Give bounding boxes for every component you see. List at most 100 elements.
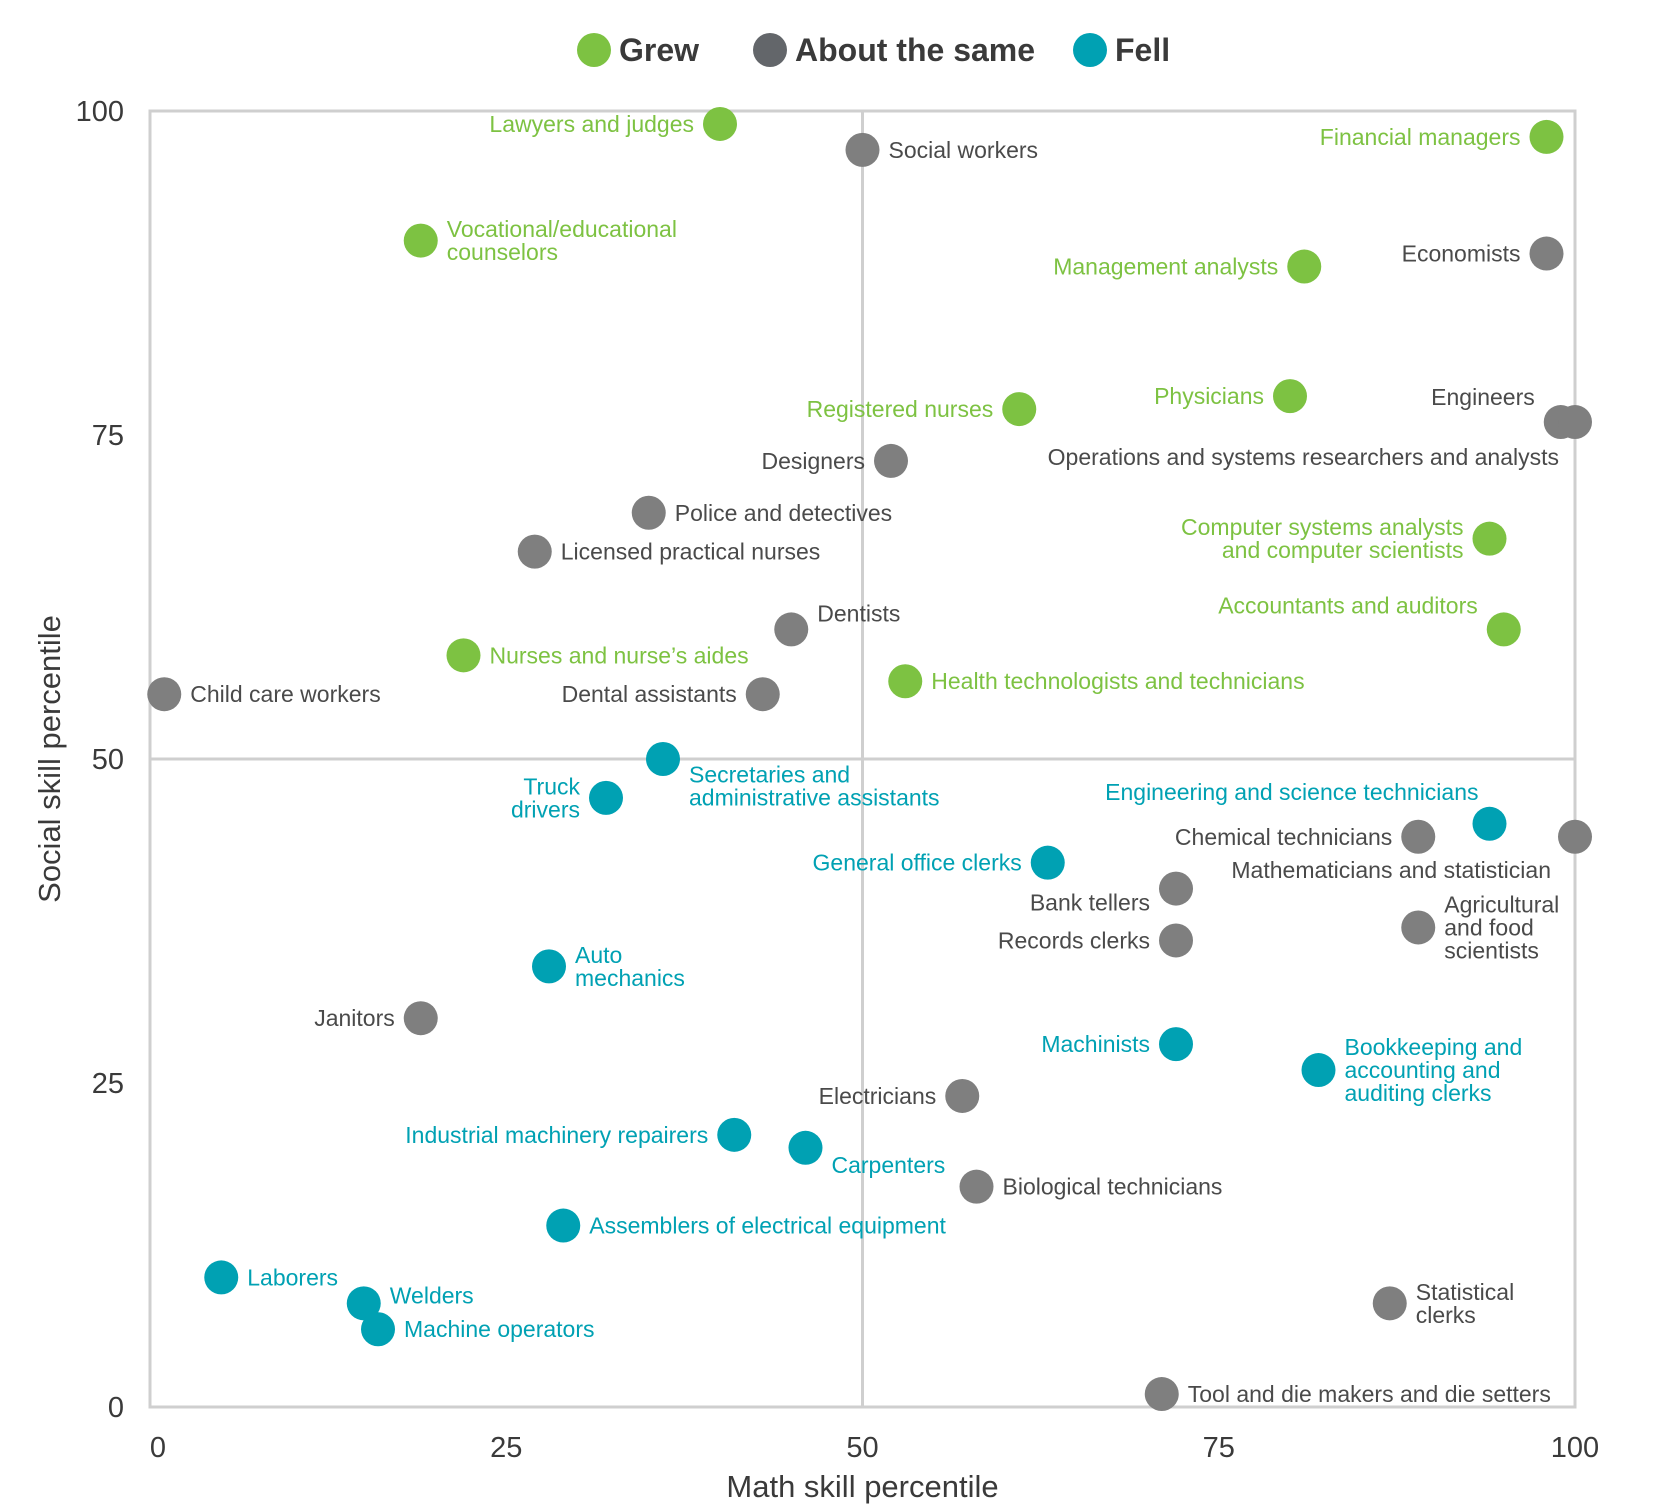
data-point: [1558, 405, 1592, 440]
legend-marker-grew: [577, 33, 611, 67]
point-label: Health technologists and technicians: [931, 668, 1304, 694]
data-point: [888, 664, 923, 699]
data-point: [546, 1208, 581, 1243]
legend-marker-fell: [1073, 33, 1107, 67]
data-point: [1273, 379, 1307, 414]
point-label: Police and detectives: [675, 500, 892, 526]
data-point: [1558, 819, 1592, 854]
point-label: Child care workers: [190, 681, 380, 707]
data-point: [1486, 612, 1521, 647]
point-label: Accountants and auditors: [1218, 592, 1478, 618]
point-label: Social workers: [889, 137, 1039, 163]
data-point: [1529, 119, 1564, 154]
data-point: [959, 1169, 994, 1204]
y-tick-label: 50: [92, 744, 124, 776]
point-label: Registered nurses: [807, 396, 994, 422]
point-label: Operations and systems researchers and a…: [1048, 444, 1559, 470]
point-label: Financial managers: [1320, 124, 1521, 150]
point-label: Physicians: [1154, 383, 1264, 409]
x-tick-label: 75: [1203, 1432, 1235, 1464]
data-point: [631, 495, 666, 530]
data-point: [1144, 1377, 1179, 1412]
point-label: Machine operators: [404, 1316, 595, 1342]
data-point: [517, 534, 552, 569]
point-label: Dentists: [817, 600, 900, 626]
point-label: Agricultural and food scientists: [1444, 891, 1559, 963]
data-point: [1002, 392, 1037, 427]
point-label: General office clerks: [813, 850, 1022, 876]
point-label: Carpenters: [832, 1152, 946, 1178]
data-point: [589, 780, 623, 815]
point-label: Economists: [1402, 241, 1521, 267]
data-point: [147, 677, 182, 712]
point-label: Machinists: [1041, 1031, 1150, 1057]
data-point: [1159, 923, 1193, 958]
point-label: Nurses and nurse’s aides: [490, 642, 749, 668]
data-point: [1372, 1286, 1407, 1321]
legend-label-grew: Grew: [619, 32, 699, 68]
point-label: Dental assistants: [562, 681, 737, 707]
legend-label-fell: Fell: [1115, 32, 1170, 68]
y-tick-label: 75: [92, 420, 124, 452]
data-point: [745, 677, 780, 712]
data-point: [1472, 806, 1507, 841]
point-label: Lawyers and judges: [489, 111, 694, 137]
point-label: Secretaries and administrative assistants: [689, 762, 940, 811]
point-label: Janitors: [314, 1005, 395, 1031]
x-tick-label: 25: [490, 1432, 522, 1464]
point-label: Records clerks: [998, 927, 1150, 953]
data-point: [1301, 1053, 1336, 1088]
data-point: [346, 1286, 381, 1321]
data-point: [646, 742, 680, 776]
data-point: [532, 949, 566, 984]
data-point: [1472, 521, 1507, 556]
data-point: [361, 1312, 395, 1347]
data-point: [1401, 910, 1436, 945]
point-label: Vocational/educational counselors: [447, 216, 677, 265]
data-point: [446, 638, 481, 673]
data-point: [845, 132, 880, 167]
data-point: [403, 223, 438, 258]
data-point: [1401, 819, 1436, 854]
x-axis-title: Math skill percentile: [726, 1469, 998, 1504]
data-point: [703, 106, 737, 141]
point-label: Bank tellers: [1030, 890, 1150, 916]
point-label: Bookkeeping and accounting and auditing cl…: [1345, 1034, 1523, 1106]
x-tick-label: 50: [846, 1432, 878, 1464]
point-label: Chemical technicians: [1175, 824, 1392, 850]
data-point: [1030, 845, 1065, 880]
data-point: [1529, 236, 1564, 271]
plot-frame: [148, 109, 1577, 1409]
point-label: Truck drivers: [511, 773, 581, 822]
data-point: [204, 1260, 239, 1295]
x-tick-label: 0: [150, 1432, 166, 1464]
point-label: Management analysts: [1053, 254, 1278, 280]
point-label: Computer systems analysts and computer sc…: [1181, 514, 1463, 563]
point-label: Laborers: [247, 1264, 338, 1290]
data-point: [717, 1117, 752, 1152]
point-label: Designers: [761, 448, 865, 474]
point-labels: Lawyers and judges Social workers Financia…: [190, 111, 1559, 1407]
legend: Grew About the same Fell: [577, 32, 1170, 68]
data-point: [774, 612, 809, 647]
data-point: [788, 1130, 823, 1165]
axis-ticks: 0 25 50 75 100 0 25 50 75 100: [76, 96, 1600, 1464]
data-point: [945, 1078, 980, 1113]
point-label: Licensed practical nurses: [561, 539, 821, 565]
y-tick-label: 100: [76, 96, 124, 128]
data-point: [1287, 249, 1322, 284]
point-label: Assemblers of electrical equipment: [589, 1213, 946, 1239]
legend-label-same: About the same: [795, 32, 1035, 68]
point-label: Electricians: [819, 1083, 937, 1109]
legend-marker-same: [753, 33, 787, 67]
point-label: Welders: [390, 1282, 474, 1308]
data-point: [1159, 1027, 1193, 1062]
data-points: [147, 106, 1592, 1412]
point-label: Auto mechanics: [575, 942, 685, 991]
point-label: Industrial machinery repairers: [405, 1122, 708, 1148]
data-point: [403, 1001, 438, 1036]
point-label: Engineers: [1431, 384, 1535, 410]
y-tick-label: 0: [108, 1392, 124, 1424]
y-tick-label: 25: [92, 1068, 124, 1100]
